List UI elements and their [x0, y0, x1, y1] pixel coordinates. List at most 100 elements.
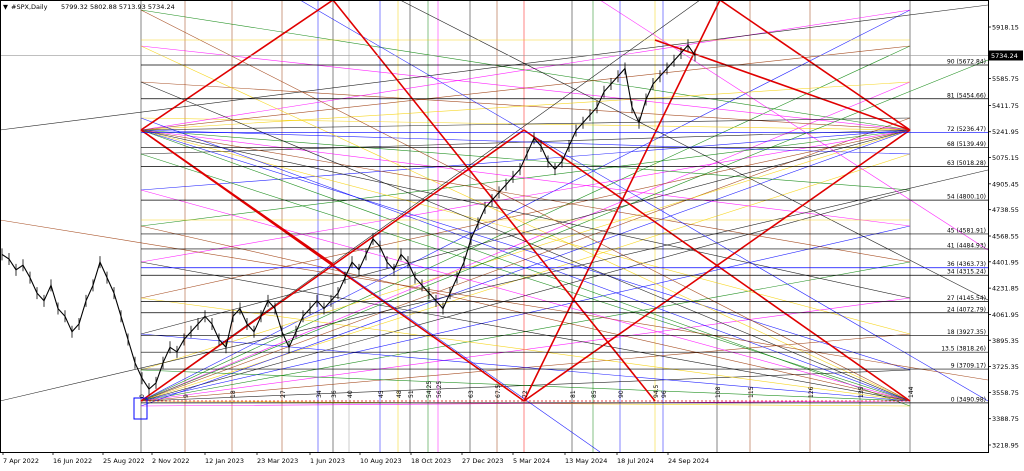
gann-time-label: 45 [378, 390, 385, 398]
gann-time-label: 115 [748, 386, 755, 398]
gann-fan-line [140, 225, 911, 402]
price-tick-label: 5585.75 [992, 75, 1019, 83]
time-tick-label: 1 Jun 2023 [310, 457, 345, 465]
gann-time-label: 18 [230, 390, 237, 398]
time-tick-label: 2 Nov 2022 [152, 457, 190, 465]
time-tick-label: 18 Jul 2024 [617, 457, 654, 465]
gann-fan-line [140, 153, 911, 402]
gann-fan-line [140, 400, 911, 407]
gann-level-label: 27 (4145.54) [947, 295, 986, 302]
gann-fan-line [140, 129, 911, 335]
gann-time-label: 63 [468, 390, 475, 398]
gann-diagonal-line [599, 0, 989, 251]
gann-time-label: 85 [591, 390, 598, 398]
price-tick-label: 4905.45 [992, 180, 1019, 188]
ohlc-readout: 5799.32 5802.88 5713.93 5734.24 [61, 3, 175, 11]
gann-fan-line [140, 45, 911, 402]
price-tick-label: 4061.95 [992, 311, 1019, 319]
gann-time-label: 81 [570, 390, 577, 398]
gann-time-label: 90 [618, 390, 625, 398]
gann-level-label: 41 (4484.93) [947, 242, 986, 249]
time-tick-label: 5 Mar 2024 [513, 457, 550, 465]
price-series [1, 39, 696, 396]
gann-fan-line [140, 81, 911, 402]
gann-time-label: 0 [139, 394, 146, 398]
time-tick-label: 7 Apr 2022 [3, 457, 39, 465]
gann-level-label: 68 (5139.49) [947, 141, 986, 148]
gann-diagonal-line [0, 219, 989, 381]
time-tick-label: 24 Sep 2024 [668, 457, 709, 465]
gann-time-label: 94.5 [653, 384, 660, 398]
gann-level-label: 34 (4315.24) [947, 269, 986, 276]
price-tick-label: 3558.75 [992, 389, 1019, 397]
time-tick-label: 13 May 2024 [565, 457, 607, 465]
price-tick-label: 5411.75 [992, 102, 1019, 110]
gann-level-label: 24 (4072.79) [947, 306, 986, 313]
square-diagonal [332, 0, 656, 402]
gann-fan-line [140, 129, 911, 227]
gann-fan-line [140, 297, 911, 402]
price-tick-label: 5241.95 [992, 128, 1019, 136]
gann-time-label: 135 [858, 386, 865, 398]
price-axis: 5918.155749.445585.755411.755241.955075.… [988, 24, 1023, 450]
price-tick-label: 3388.75 [992, 415, 1019, 423]
gann-time-label: 34 [316, 390, 323, 398]
gann-level-label: 18 (3927.35) [947, 329, 986, 336]
gann-fan-line [140, 129, 911, 155]
gann-fan-line [140, 333, 911, 402]
gann-fan-line [140, 117, 911, 402]
gann-diagonal-line [399, 0, 989, 301]
gann-grid-lines [140, 0, 911, 452]
time-tick-label: 25 Aug 2022 [103, 457, 145, 465]
time-tick-label: 27 Dec 2023 [462, 457, 504, 465]
price-tick-label: 4568.55 [992, 233, 1019, 241]
square-diagonal [523, 129, 911, 402]
gann-fan-line [140, 129, 911, 299]
gann-level-label: 63 (5018.28) [947, 160, 986, 167]
gann-fan-line [140, 369, 911, 402]
price-tick-label: 3895.35 [992, 337, 1019, 345]
gann-diagonal-line [0, 4, 989, 131]
gann-time-label: 126 [808, 386, 815, 398]
gann-time-label: 40 [347, 390, 354, 398]
symbol-label: #SPX,Daily [11, 3, 48, 11]
gann-time-label: 144 [908, 386, 915, 398]
gann-time-label: 56.25 [436, 381, 443, 398]
gann-fan-lines [0, 0, 989, 453]
gann-time-label: 51 [408, 390, 415, 398]
gann-time-label: 72 [522, 390, 529, 398]
square-diagonal [523, 0, 721, 402]
gann-level-label: 36 (4363.73) [947, 261, 986, 268]
gann-time-label: 54.25 [426, 381, 433, 398]
current-price-label: 5734.24 [991, 52, 1018, 60]
gann-fan-line [140, 261, 911, 402]
gann-time-label: 108 [715, 386, 722, 398]
gann-fan-line [140, 189, 911, 402]
gann-time-label: 96 [661, 390, 668, 398]
gann-fan-line [140, 129, 911, 371]
price-tick-label: 5918.15 [992, 24, 1019, 32]
gann-time-label: 67.5 [495, 384, 502, 398]
gann-fan-line [140, 129, 911, 191]
menu-arrow-icon[interactable]: ▼ [3, 3, 8, 11]
chart-header: ▼ #SPX,Daily 5799.32 5802.88 5713.93 573… [3, 3, 175, 11]
price-tick-label: 4231.85 [992, 285, 1019, 293]
gann-level-label: 13.5 (3818.26) [941, 346, 986, 353]
gann-level-label: 45 (4581.91) [947, 227, 986, 234]
gann-diagonal-line [140, 59, 989, 402]
gann-level-label: 81 (5454.66) [947, 92, 986, 99]
time-tick-label: 23 Mar 2023 [257, 457, 298, 465]
gann-time-label: 48 [396, 390, 403, 398]
gann-time-label: 9 [183, 394, 190, 398]
gann-fan-line [140, 9, 911, 131]
price-tick-label: 5075.15 [992, 154, 1019, 162]
gann-level-label: 72 (5236.47) [947, 126, 986, 133]
price-tick-label: 4401.95 [992, 258, 1019, 266]
price-tick-label: 4738.55 [992, 206, 1019, 214]
gann-level-lines [0, 55, 988, 404]
anchor-marker[interactable] [133, 397, 148, 420]
plot-frame [0, 0, 989, 453]
current-price-badge [989, 50, 1023, 61]
